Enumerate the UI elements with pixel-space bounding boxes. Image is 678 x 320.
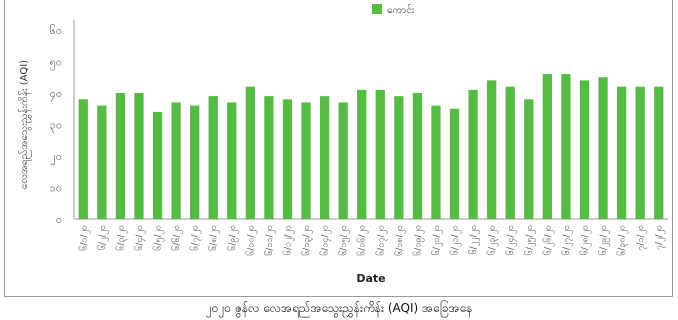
bar: [598, 77, 608, 219]
bar: [394, 96, 404, 219]
bar: [319, 96, 330, 219]
y-axis-title: လေအရည်အသွေးညွှန်းကိန်း (AQI): [17, 60, 32, 189]
x-tick-label: ၆/၉/၂၀: [227, 225, 239, 251]
bar: [152, 111, 163, 219]
bar: [115, 93, 126, 219]
x-tick-label: ၆/၂၅/၂၀: [524, 225, 536, 255]
y-tick-label: ၀: [56, 213, 62, 226]
y-tick-label: ၂၀: [50, 150, 62, 165]
x-tick-label: ၆/၁၂/၂၀: [282, 225, 294, 255]
x-tick-label: ၆/၂၃/၂၀: [487, 225, 499, 255]
bar: [542, 74, 552, 219]
bar: [134, 93, 144, 219]
x-tick-label: ၆/၁၅/၂၀: [338, 225, 350, 256]
x-tick-label: ၆/၁၇/၂၀: [375, 225, 387, 256]
x-tick-label: ၇/၁/၂၀: [636, 225, 647, 251]
bar: [487, 80, 497, 220]
bar: [616, 86, 627, 219]
x-tick-label: ၆/၁၉/၂၀: [412, 225, 424, 256]
x-tick-label: ၆/၂/၂၀: [97, 225, 109, 250]
bar: [431, 105, 441, 219]
x-tick-label: ၆/၁၀/၂၀: [245, 225, 257, 256]
bar: [208, 96, 218, 219]
x-tick-label: ၆/၁၆/၂၀: [357, 225, 369, 256]
x-tick-label: ၆/၁/၂၀: [78, 225, 90, 251]
chart-frame: ကောင်း၀ ၁၀ ၂၀ ၃၀ ၄၀ ၅၀ ၆၀လေအရည်အသွေးညွှန်းကိန်…: [4, 0, 673, 297]
bar: [97, 105, 107, 219]
y-tick-label: ၄၀: [50, 87, 62, 102]
x-tick-label: ၆/၃/၂၀: [115, 225, 127, 251]
y-tick-label: ၆၀: [50, 24, 62, 37]
figure-caption: ၂၀၂၀ ဇွန်လ လေအရည်အသွေးညွှန်းကိန်း (AQI) …: [205, 301, 473, 315]
bar: [190, 105, 200, 219]
bar: [468, 89, 478, 219]
bar: [561, 74, 571, 219]
bar: [338, 102, 348, 219]
x-tick-label: ၆/၂၁/၂၀: [450, 225, 462, 255]
x-tick-label: ၇/၂/၂၀: [655, 225, 666, 250]
bar: [412, 93, 423, 219]
x-tick-label: ၆/၁၄/၂၀: [320, 225, 332, 256]
x-tick-label: ၆/၁၁/၂၀: [264, 225, 276, 256]
legend-label: ကောင်း: [387, 3, 415, 16]
bar-chart: ကောင်း၀ ၁၀ ၂၀ ၃၀ ၄၀ ၅၀ ၆၀လေအရည်အသွေးညွှန်းကိန်…: [17, 3, 668, 285]
x-tick-label: ၆/၂၄/၂၀: [505, 225, 517, 255]
bar: [171, 102, 181, 219]
y-tick-label: ၃၀: [50, 119, 62, 134]
x-tick-label: ၆/၁၈/၂၀: [394, 225, 406, 256]
bar: [282, 99, 293, 219]
x-axis-title: Date: [356, 272, 385, 285]
bar: [654, 86, 664, 219]
bar: [78, 99, 88, 219]
bar: [264, 96, 274, 219]
y-tick-label: ၅၀: [50, 56, 62, 71]
legend-swatch: [372, 4, 382, 14]
bar: [357, 89, 367, 219]
x-tick-label: ၆/၇/၂၀: [190, 225, 202, 251]
bar: [375, 89, 385, 219]
x-tick-label: ၆/၁၃/၂၀: [301, 225, 313, 256]
bar: [301, 102, 311, 219]
x-tick-label: ၆/၃၀/၂၀: [617, 225, 629, 256]
x-tick-label: ၆/၈/၂၀: [208, 225, 220, 251]
bar: [245, 86, 255, 219]
bar: [227, 102, 237, 219]
bar: [524, 99, 534, 219]
x-tick-label: ၆/၂၈/၂၀: [579, 225, 591, 255]
x-tick-label: ၆/၂၇/၂၀: [561, 225, 573, 255]
x-tick-label: ၆/၂၉/၂၀: [598, 225, 610, 255]
bar: [449, 108, 460, 219]
bar: [635, 86, 645, 219]
bar: [579, 80, 590, 220]
x-tick-label: ၆/၄/၂၀: [134, 225, 146, 251]
x-tick-label: ၆/၂၆/၂၀: [542, 225, 554, 255]
bar: [505, 86, 515, 219]
y-tick-label: ၁၀: [50, 182, 62, 195]
x-tick-label: ၆/၂၂/၂၀: [468, 225, 480, 254]
x-tick-label: ၆/၂၀/၂၀: [431, 225, 443, 255]
x-tick-label: ၆/၅/၂၀: [153, 225, 165, 251]
x-tick-label: ၆/၆/၂၀: [171, 225, 183, 251]
